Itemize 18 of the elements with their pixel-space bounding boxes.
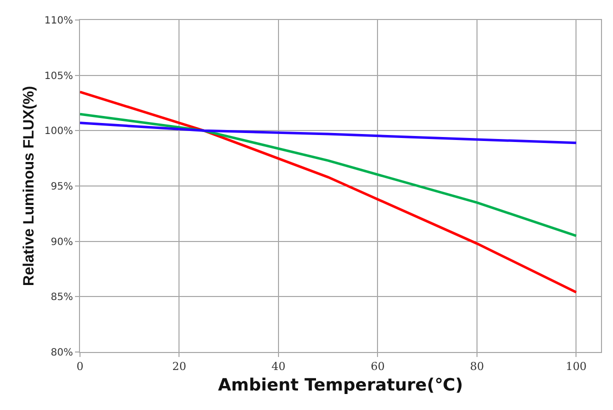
- y-tick-label: 80%: [50, 348, 73, 358]
- y-tick-label: 95%: [50, 182, 73, 192]
- x-axis-title: Ambient Temperature(℃): [218, 376, 463, 396]
- y-tick-label: 85%: [50, 292, 73, 304]
- line-series: [80, 112, 578, 238]
- line-series: [80, 122, 578, 144]
- y-tick-label: 110%: [44, 16, 73, 26]
- x-tick-label: 100: [566, 360, 587, 374]
- x-tick-label: 0: [76, 360, 84, 374]
- y-axis-title: Relative Luminous FLUX(%): [20, 86, 38, 286]
- y-tick-label: 105%: [44, 70, 73, 82]
- x-tick-label: 20: [172, 360, 186, 374]
- x-tick-label: 80: [470, 360, 484, 374]
- x-tick-label: 40: [271, 360, 286, 374]
- line-series: [80, 90, 578, 294]
- x-tick-label: 60: [370, 360, 385, 374]
- y-tick-label: 90%: [50, 236, 73, 248]
- y-tick-label: 100%: [44, 126, 73, 138]
